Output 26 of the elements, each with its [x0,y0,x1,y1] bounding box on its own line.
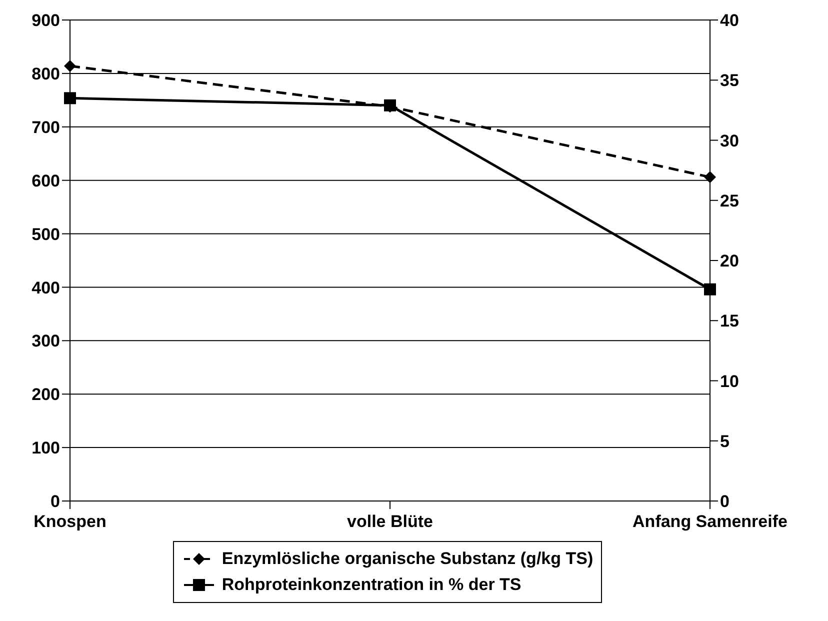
y-tick-label: 800 [32,64,60,84]
y2-tick-label: 20 [720,252,739,271]
x-tick-label: Anfang Samenreife [632,512,788,532]
y2-tick-label: 15 [720,312,739,331]
y2-tick-label: 30 [720,131,739,150]
point [704,283,716,296]
y-tick-label: 100 [32,438,60,458]
y2-tick-label: 25 [720,191,739,210]
y2-tick-label: 0 [720,492,730,512]
x-tick-label: volle Blüte [347,512,433,532]
x-tick-label: Knospen [34,512,106,532]
legend-label: Enzymlösliche organische Substanz (g/kg TS) [222,549,594,569]
y-tick-label: 900 [32,11,60,30]
y-tick-label: 600 [32,171,60,190]
y2-tick-label: 35 [720,71,739,90]
y-tick-label: 700 [32,118,60,137]
y2-tick-label: 10 [720,372,739,391]
legend-label: Rohproteinkonzentration in % der TS [222,575,522,595]
y-tick-label: 300 [32,332,60,351]
y2-tick-label: 5 [720,432,730,451]
y-tick-label: 500 [32,224,60,244]
y-tick-label: 400 [32,278,60,298]
y-tick-label: 200 [32,385,60,404]
y2-tick-label: 40 [720,11,739,30]
point [64,92,76,104]
y-tick-label: 0 [50,492,60,512]
